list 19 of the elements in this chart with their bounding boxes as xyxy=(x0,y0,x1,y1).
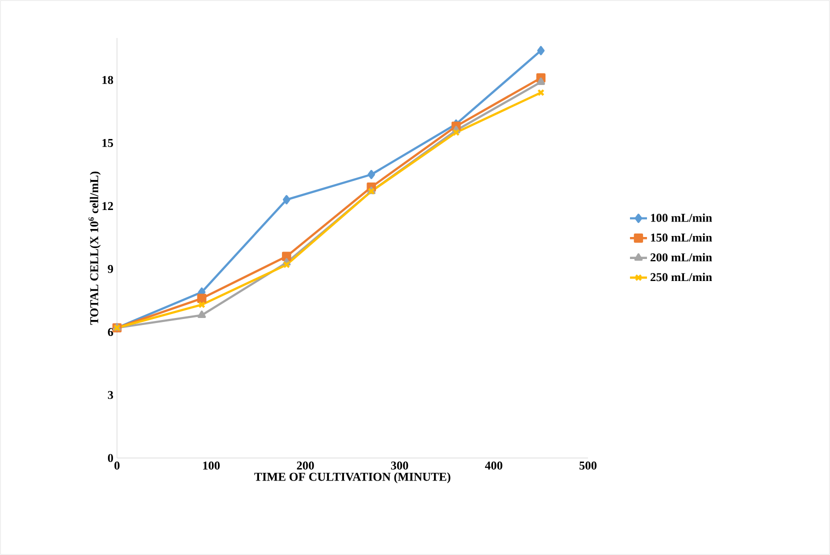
y-tick-label: 9 xyxy=(108,264,114,274)
y-tick-label: 18 xyxy=(102,76,114,84)
y-tick-label: 3 xyxy=(108,390,114,400)
y-axis-title: TOTAL CELL(X 10$^{6}$ cell/mL) xyxy=(88,172,101,325)
y-tick-label: 12 xyxy=(102,202,113,210)
x-tick-label: 400 xyxy=(484,462,502,470)
y-tick-label: 0 xyxy=(108,454,114,462)
x-tick-label: 100 xyxy=(203,462,220,470)
legend-label: 250 mL/min xyxy=(650,272,712,282)
x-tick-label: 0 xyxy=(114,462,120,470)
y-tick-label: 6 xyxy=(108,328,114,336)
x-axis-title: TIME OF CULTIVATION (MINUTE) xyxy=(254,472,450,484)
y-tick-label: 15 xyxy=(102,138,114,147)
x-tick-label: 500 xyxy=(580,462,597,470)
legend-label: 200 mL/min xyxy=(650,252,712,262)
x-tick-label: 300 xyxy=(391,462,408,470)
legend-label: 150 mL/min xyxy=(651,233,712,242)
legend-label: 100 mL/min xyxy=(651,213,712,222)
x-tick-label: 200 xyxy=(296,462,314,470)
